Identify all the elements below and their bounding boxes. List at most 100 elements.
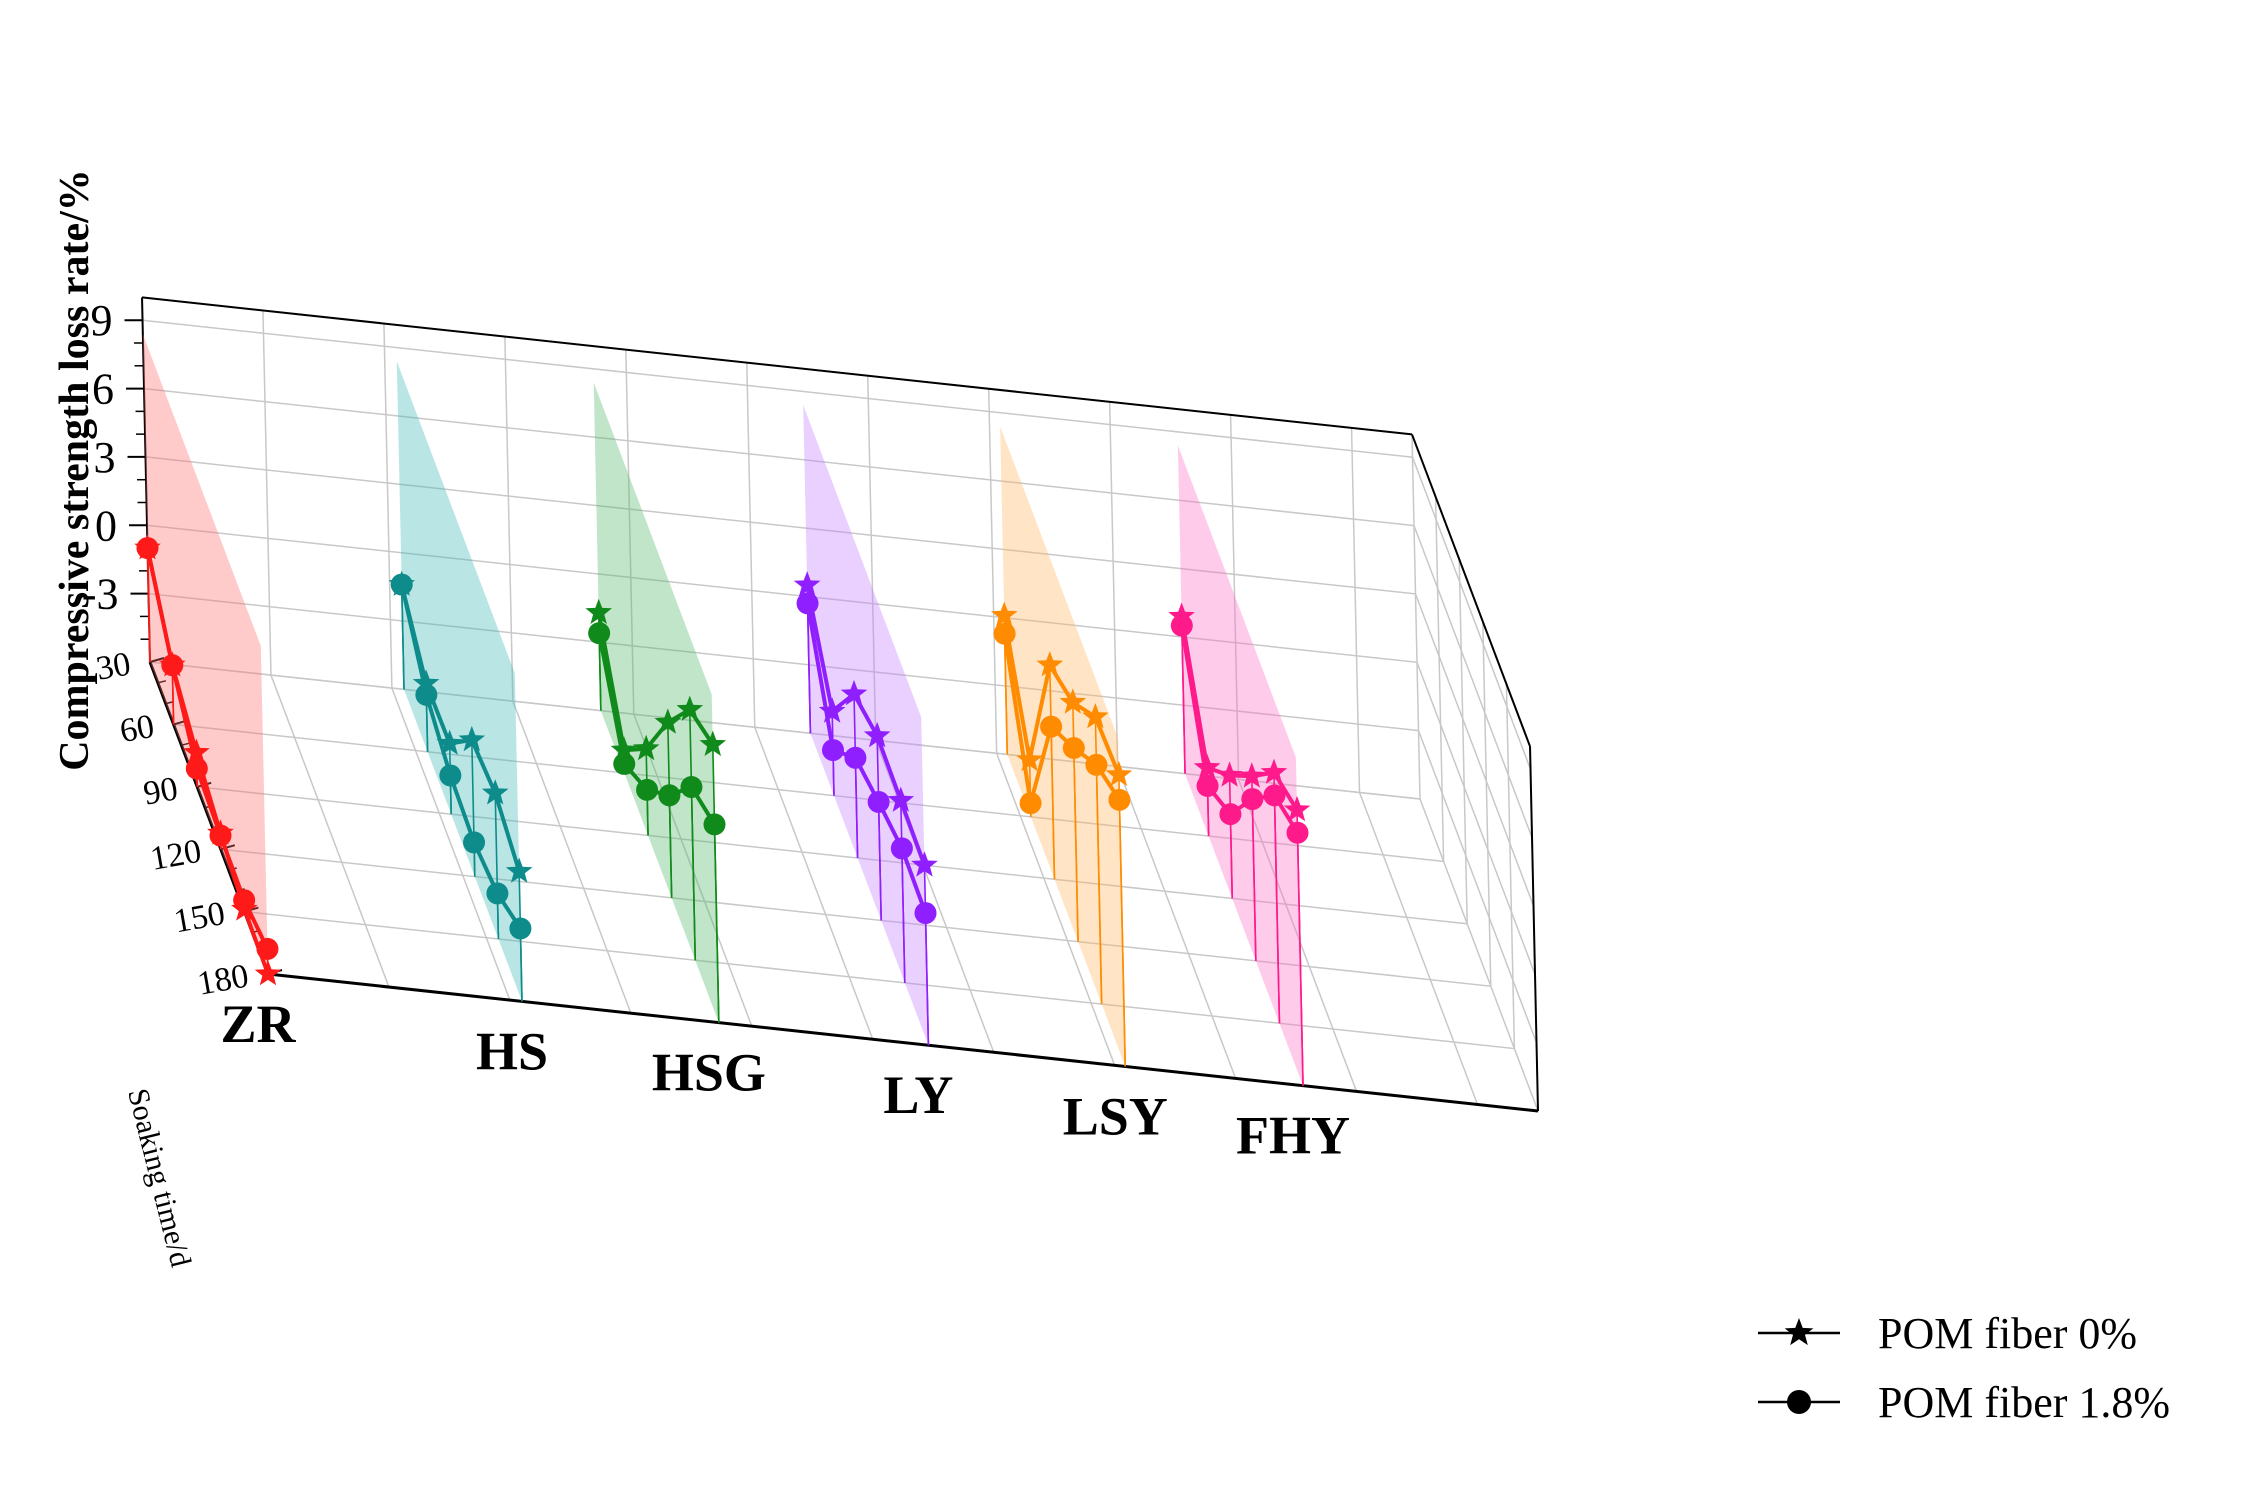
drop-line-HS-3-0 — [400, 584, 405, 690]
gridline-floor-x-7 — [995, 753, 1116, 1066]
z-tick-3 — [220, 844, 236, 851]
top-edge — [141, 296, 1413, 436]
top-right-edge — [1411, 434, 1531, 747]
gridline-x-10 — [1350, 427, 1361, 793]
gridline-z-0 — [149, 434, 1421, 800]
point-circle-HSG-60 — [613, 752, 636, 775]
data-series — [134, 534, 1311, 986]
point-circle-FHY-30 — [1170, 614, 1193, 637]
point-star-LY-90 — [840, 680, 868, 706]
point-star-HS-60 — [412, 669, 440, 695]
plane-LY — [803, 405, 929, 1046]
z-tick-label-1: 60 — [117, 708, 157, 750]
gridline-floor-x-3 — [512, 700, 632, 1014]
z-tick-label-2: 90 — [141, 770, 181, 812]
y-tick-label-4: 9 — [91, 296, 113, 345]
side-wall — [1412, 434, 1538, 1111]
series-line-LY-pom-0 — [805, 584, 927, 866]
z-tick-label-3: 120 — [148, 833, 205, 878]
drop-line-LY-7-4 — [901, 848, 906, 983]
point-circle-ZR-180 — [256, 937, 279, 960]
drop-line-LY-7-3 — [877, 801, 882, 921]
point-star-FHY-90 — [1216, 761, 1243, 787]
point-circle-HS-180 — [509, 917, 532, 940]
point-circle-LY-180 — [914, 902, 937, 925]
point-circle-FHY-150 — [1263, 784, 1286, 807]
point-circle-ZR-30 — [136, 537, 159, 560]
category-planes — [142, 333, 1303, 1086]
drop-line-FHY-11-5 — [1296, 832, 1304, 1086]
point-circle-HS-90 — [439, 764, 462, 787]
drop-line-FHY-11-0 — [1181, 625, 1186, 774]
gridline-z-4 — [244, 683, 1516, 1050]
point-star-LY-60 — [818, 697, 846, 723]
drop-line-LSY-9-2 — [1050, 726, 1056, 880]
point-circle-LY-120 — [867, 790, 890, 813]
drop-line-HSG-5-0 — [598, 633, 602, 711]
drop-line-LSY-9-0 — [1003, 633, 1009, 755]
point-circle-HS-120 — [463, 831, 486, 854]
plane-HSG — [593, 382, 719, 1023]
point-star-HS-120 — [458, 725, 486, 752]
drop-line-LY-7-5 — [924, 913, 930, 1046]
point-star-HSG-90 — [632, 734, 660, 761]
gridline-x-1 — [262, 310, 272, 676]
category-label-HS: HS — [476, 1021, 548, 1081]
legend-label-1: POM fiber 1.8% — [1878, 1378, 2170, 1427]
gridline-z-3 — [220, 621, 1492, 988]
point-circle-HSG-150 — [680, 776, 703, 799]
point-circle-LSY-60 — [1019, 792, 1042, 815]
drop-line-LY-7-2 — [854, 757, 859, 859]
drop-line-LY-7-0 — [806, 603, 812, 734]
point-star-HS-180 — [505, 857, 533, 883]
point-star-HSG-120 — [654, 708, 682, 734]
gridline-x-7 — [987, 388, 998, 754]
category-label-ZR: ZR — [220, 994, 296, 1054]
z-minor-tick — [157, 680, 167, 684]
point-circle-FHY-90 — [1219, 803, 1242, 826]
labels: Compressive strength loss rate/% Soaking… — [52, 169, 1350, 1270]
series-line-LSY-pom-0 — [1002, 615, 1121, 776]
drop-line-FHY-11-3 — [1251, 799, 1257, 961]
z-tick-label-5: 180 — [195, 957, 252, 1002]
x-axis-line — [267, 972, 1539, 1113]
point-circle-HSG-90 — [636, 778, 659, 801]
category-label-LSY: LSY — [1063, 1086, 1168, 1146]
gridline-x-3 — [504, 336, 514, 702]
point-star-ZR-180 — [254, 960, 282, 986]
point-circle-LY-30 — [796, 592, 819, 615]
point-circle-FHY-180 — [1286, 821, 1309, 844]
point-star-FHY-60 — [1193, 753, 1221, 779]
plane-FHY — [1177, 445, 1303, 1086]
point-star-LY-30 — [793, 571, 821, 597]
point-star-LY-150 — [887, 786, 915, 812]
y-tick-label-2: 3 — [94, 433, 116, 482]
point-star-HSG-150 — [676, 695, 704, 721]
point-star-LSY-60 — [1016, 745, 1043, 772]
gridline-floor-x-5 — [754, 726, 874, 1040]
right-axis-line — [1529, 746, 1539, 1112]
point-circle-HS-30 — [390, 573, 413, 596]
point-star-HSG-180 — [699, 730, 727, 756]
category-label-HSG: HSG — [652, 1043, 766, 1103]
point-star-LSY-90 — [1036, 651, 1064, 677]
plane-HS — [396, 361, 522, 1002]
legend-star-marker — [1784, 1318, 1814, 1346]
gridline-floor-x-9 — [1237, 779, 1358, 1092]
gridline-x-2 — [383, 323, 393, 689]
point-star-LY-180 — [911, 851, 938, 877]
point-star-LSY-180 — [1105, 760, 1133, 787]
z-minor-tick — [181, 742, 190, 746]
z-tick-label-0: 30 — [93, 645, 133, 687]
gridline-floor-x-2 — [391, 687, 511, 1001]
gridline-x-4 — [625, 349, 635, 715]
series-line-LY-pom-1-8 — [805, 603, 928, 914]
drop-line-LSY-9-5 — [1118, 799, 1127, 1067]
gridline-floor-x-10 — [1358, 792, 1479, 1105]
y-tick-label-0: -3 — [82, 570, 119, 619]
legend-label-0: POM fiber 0% — [1878, 1309, 2137, 1358]
point-circle-LY-150 — [890, 837, 913, 860]
point-circle-HSG-30 — [588, 622, 611, 645]
drop-line-FHY-11-4 — [1273, 795, 1281, 1024]
